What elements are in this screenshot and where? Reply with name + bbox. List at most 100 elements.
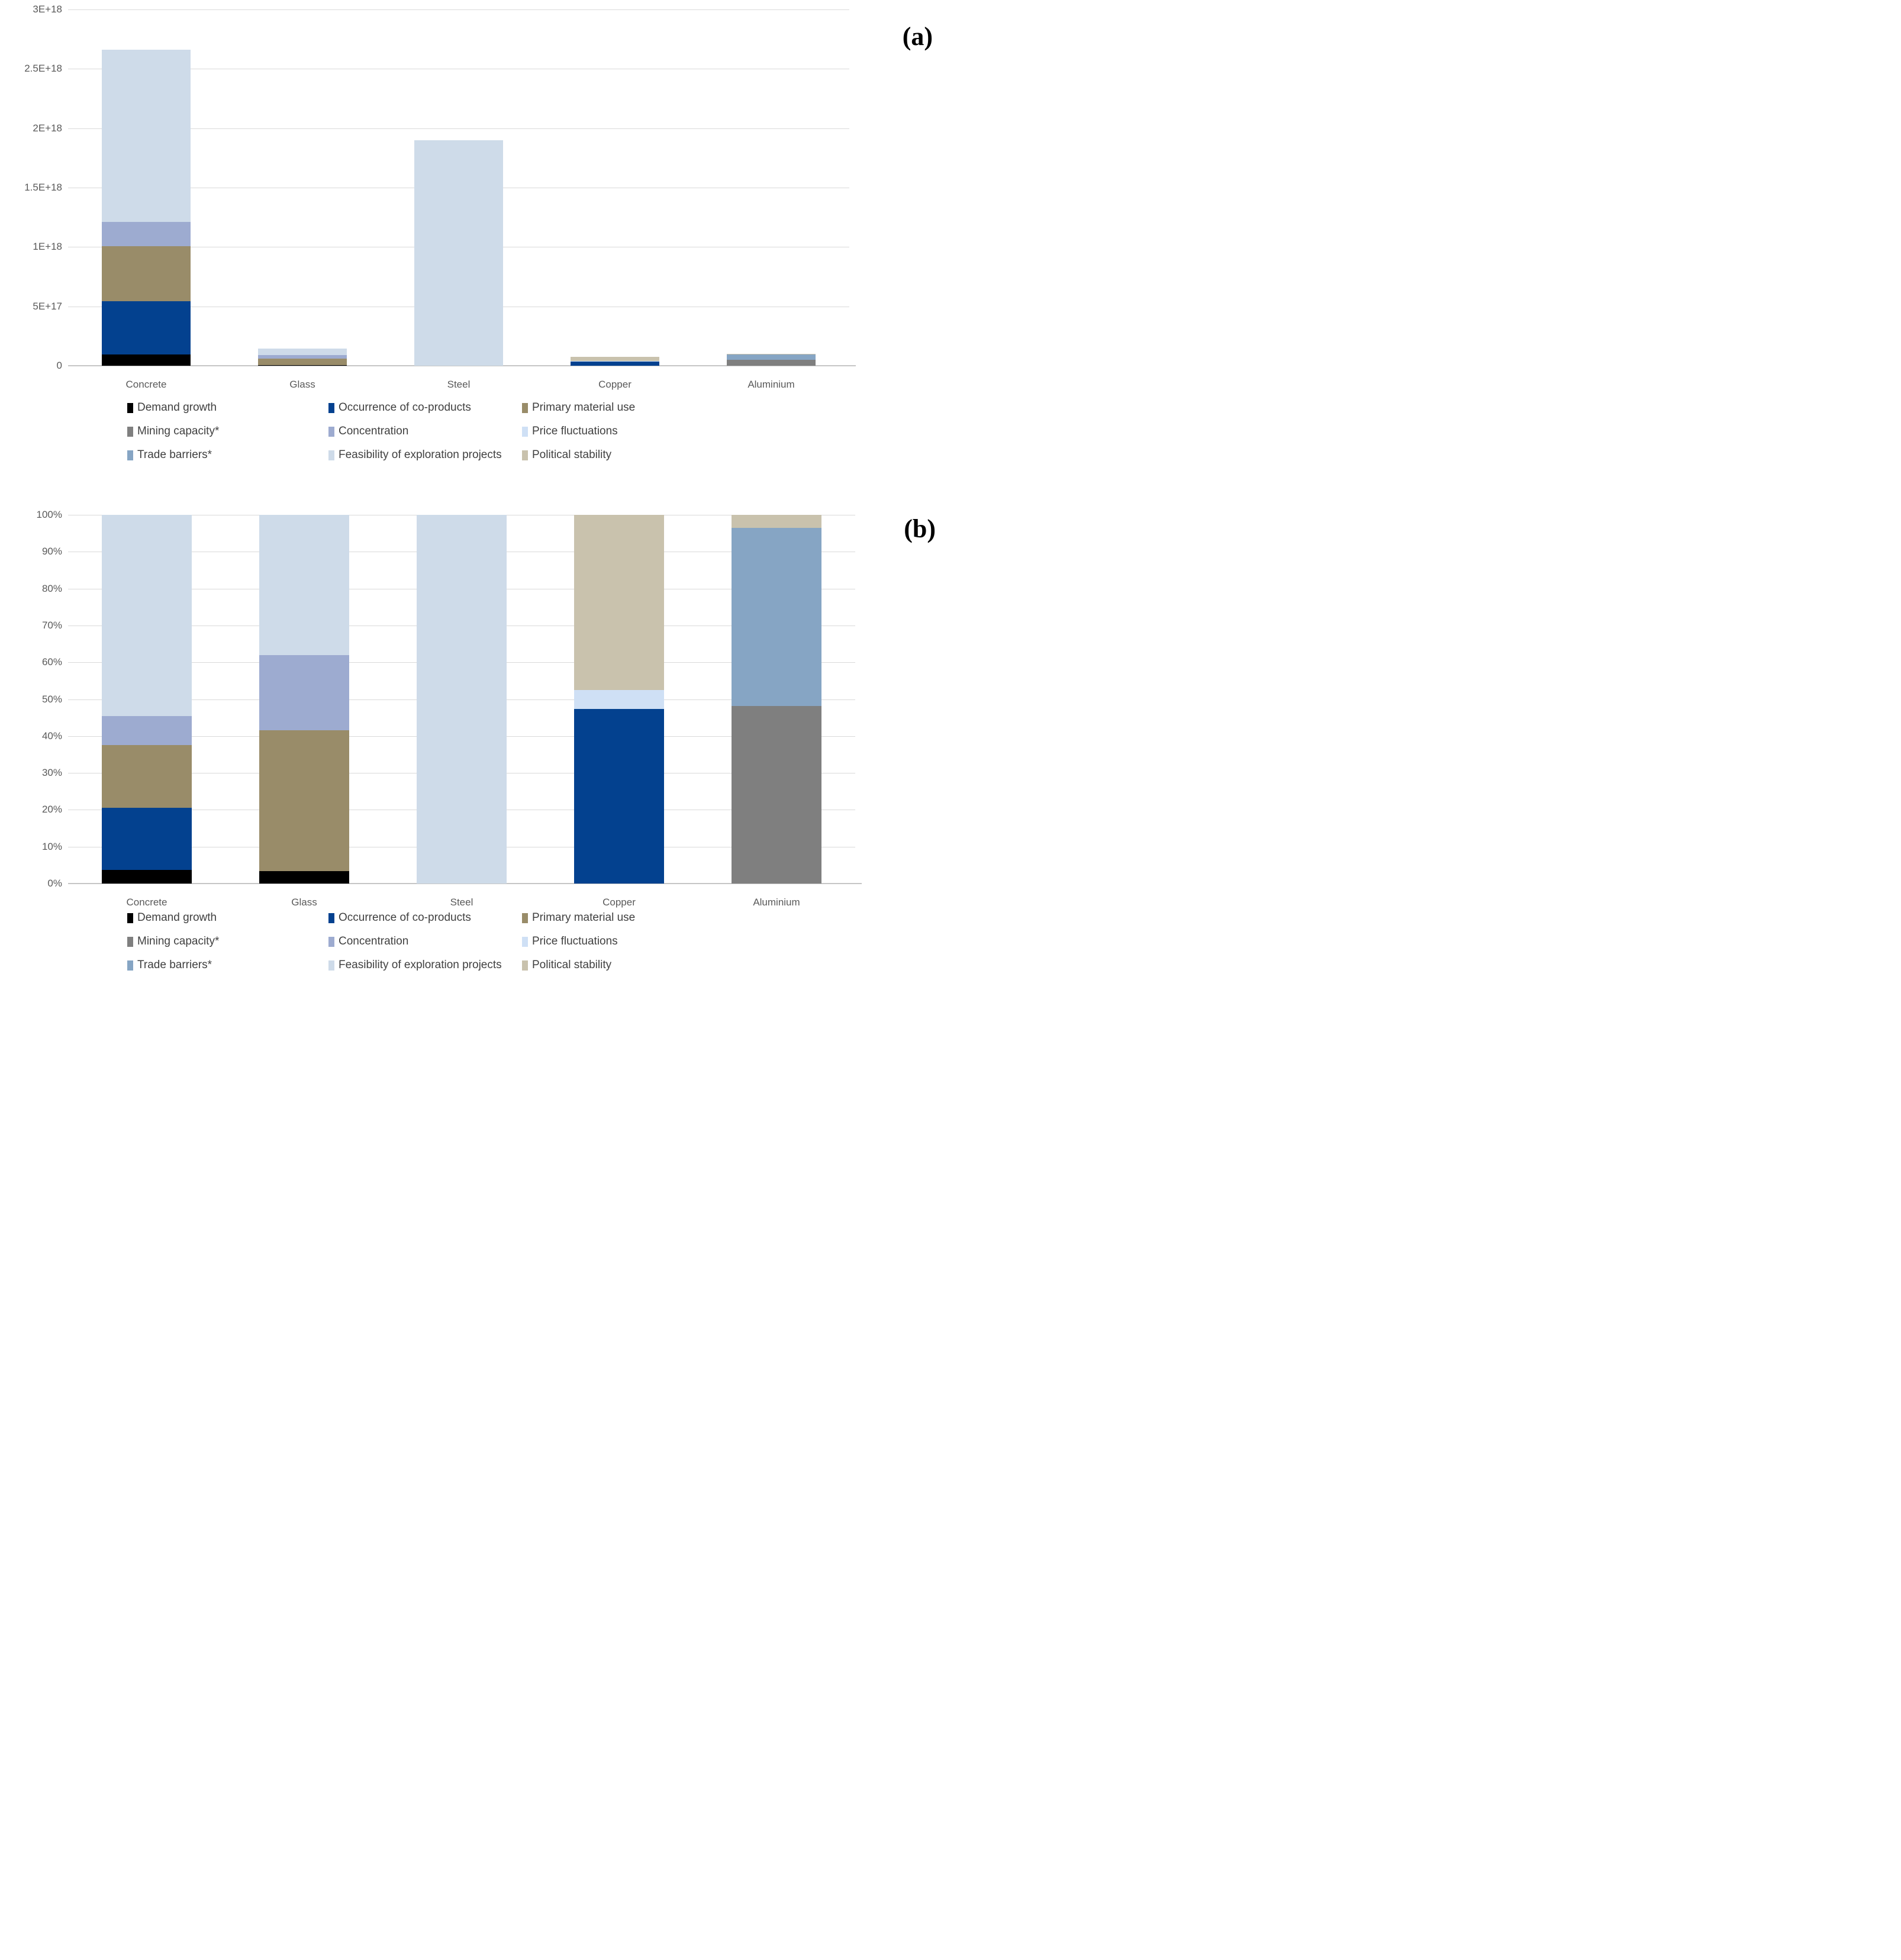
y-tick-label: 80% xyxy=(41,582,62,594)
legend-swatch-icon xyxy=(522,913,528,923)
y-tick-label: 10% xyxy=(41,840,62,852)
legend-item: Trade barriers* xyxy=(127,959,212,972)
y-tick-label: 0% xyxy=(47,878,62,889)
x-category-label: Copper xyxy=(602,897,636,908)
legend-label: Price fluctuations xyxy=(532,935,618,947)
bar-segment xyxy=(259,515,349,655)
bar-segment xyxy=(732,705,821,884)
y-tick-label: 1.5E+18 xyxy=(24,182,62,193)
figure-canvas: 0 5E+17 1E+18 1.5E+18 2E+18 2.5E+18 3E+18 Dema… xyxy=(0,0,950,980)
bar-steel xyxy=(414,9,504,366)
gridline xyxy=(68,128,849,129)
y-tick-label: 70% xyxy=(41,619,62,631)
legend-item: Demand growth xyxy=(127,401,217,414)
gridline xyxy=(68,9,849,10)
legend-item: Demand growth xyxy=(127,911,217,924)
bar-glass xyxy=(257,9,347,366)
legend-item: Concentration xyxy=(328,425,408,438)
legend-item: Primary material use xyxy=(522,911,635,924)
bar-segment xyxy=(732,527,821,706)
legend-item: Primary material use xyxy=(522,401,635,414)
legend-label: Concentration xyxy=(339,425,409,437)
legend-item: Price fluctuations xyxy=(522,935,618,948)
chart-b-yaxis: 0% 10% 20% 30% 40% 50% 60% 70% 80% 90% 100% xyxy=(3,509,62,889)
bar-segment xyxy=(102,744,192,808)
legend-item: Occurrence of co-products xyxy=(328,911,471,924)
legend-swatch-icon xyxy=(328,960,334,971)
legend-label: Feasibility of exploration projects xyxy=(339,449,502,461)
legend-swatch-icon xyxy=(328,426,334,437)
legend-swatch-icon xyxy=(127,913,133,923)
legend-item: Mining capacity* xyxy=(127,425,219,438)
x-category-label: Glass xyxy=(289,379,315,390)
y-tick-label: 5E+17 xyxy=(33,300,62,312)
bar-segment xyxy=(101,50,191,223)
legend-label: Primary material use xyxy=(532,911,636,924)
legend-swatch-icon xyxy=(127,426,133,437)
bar-segment xyxy=(570,361,660,366)
x-category-label: Concrete xyxy=(126,897,167,908)
bar-segment xyxy=(101,301,191,354)
bar-segment xyxy=(102,808,192,870)
legend-label: Price fluctuations xyxy=(532,425,618,437)
bar-segment xyxy=(259,655,349,731)
bar-segment xyxy=(102,515,192,716)
legend-swatch-icon xyxy=(127,450,133,460)
legend-label: Feasibility of exploration projects xyxy=(339,959,502,971)
legend-label: Political stability xyxy=(532,449,612,461)
legend-item: Political stability xyxy=(522,959,611,972)
bar-segment xyxy=(101,222,191,247)
legend-label: Mining capacity* xyxy=(137,935,220,947)
x-category-label: Copper xyxy=(598,379,631,390)
y-tick-label: 20% xyxy=(41,804,62,815)
y-tick-label: 2E+18 xyxy=(33,122,62,134)
legend-item: Occurrence of co-products xyxy=(328,401,471,414)
legend-swatch-icon xyxy=(522,960,528,971)
x-category-label: Aluminium xyxy=(747,379,795,390)
legend-label: Political stability xyxy=(532,959,612,971)
chart-a-legend: Demand growth Occurrence of co-products Pr… xyxy=(0,401,950,472)
bar-segment xyxy=(257,365,347,366)
legend-label: Trade barriers* xyxy=(137,449,212,461)
legend-item: Feasibility of exploration projects xyxy=(328,959,502,972)
bar-segment xyxy=(259,730,349,871)
legend-swatch-icon xyxy=(127,402,133,413)
bar-segment xyxy=(257,348,347,355)
legend-item: Price fluctuations xyxy=(522,425,618,438)
bar-segment xyxy=(726,354,816,360)
bar-segment xyxy=(257,358,347,365)
y-tick-label: 1E+18 xyxy=(33,241,62,253)
x-category-label: Concrete xyxy=(125,379,167,390)
bar-concrete xyxy=(102,515,192,884)
y-tick-label: 3E+18 xyxy=(33,4,62,15)
legend-item: Trade barriers* xyxy=(127,449,212,462)
legend-swatch-icon xyxy=(328,913,334,923)
bar-glass xyxy=(259,515,349,884)
chart-a: 0 5E+17 1E+18 1.5E+18 2E+18 2.5E+18 3E+18 Dema… xyxy=(0,0,950,473)
bar-aluminium xyxy=(726,9,816,366)
chart-a-yaxis: 0 5E+17 1E+18 1.5E+18 2E+18 2.5E+18 3E+18 xyxy=(3,4,62,371)
legend-swatch-icon xyxy=(328,402,334,413)
bar-segment xyxy=(417,515,507,884)
legend-label: Demand growth xyxy=(137,401,217,414)
legend-swatch-icon xyxy=(522,402,528,413)
legend-swatch-icon xyxy=(127,936,133,947)
legend-item: Political stability xyxy=(522,449,611,462)
bar-copper xyxy=(574,515,664,884)
y-tick-label: 30% xyxy=(41,767,62,779)
legend-swatch-icon xyxy=(522,450,528,460)
legend-swatch-icon xyxy=(328,936,334,947)
legend-label: Occurrence of co-products xyxy=(339,911,471,924)
legend-item: Mining capacity* xyxy=(127,935,219,948)
chart-b: 0% 10% 20% 30% 40% 50% 60% 70% 80% 90% 100% Demand… xyxy=(0,497,950,980)
chart-b-legend: Demand growth Occurrence of co-products Pr… xyxy=(0,911,950,980)
x-axis-line xyxy=(68,365,856,366)
legend-item: Concentration xyxy=(328,935,408,948)
bar-segment xyxy=(259,871,349,884)
x-category-label: Steel xyxy=(450,897,473,908)
bar-segment xyxy=(732,515,821,528)
y-tick-label: 60% xyxy=(41,656,62,668)
bar-copper xyxy=(570,9,660,366)
figure-label-b: (b) xyxy=(904,514,936,543)
bar-segment xyxy=(101,354,191,366)
